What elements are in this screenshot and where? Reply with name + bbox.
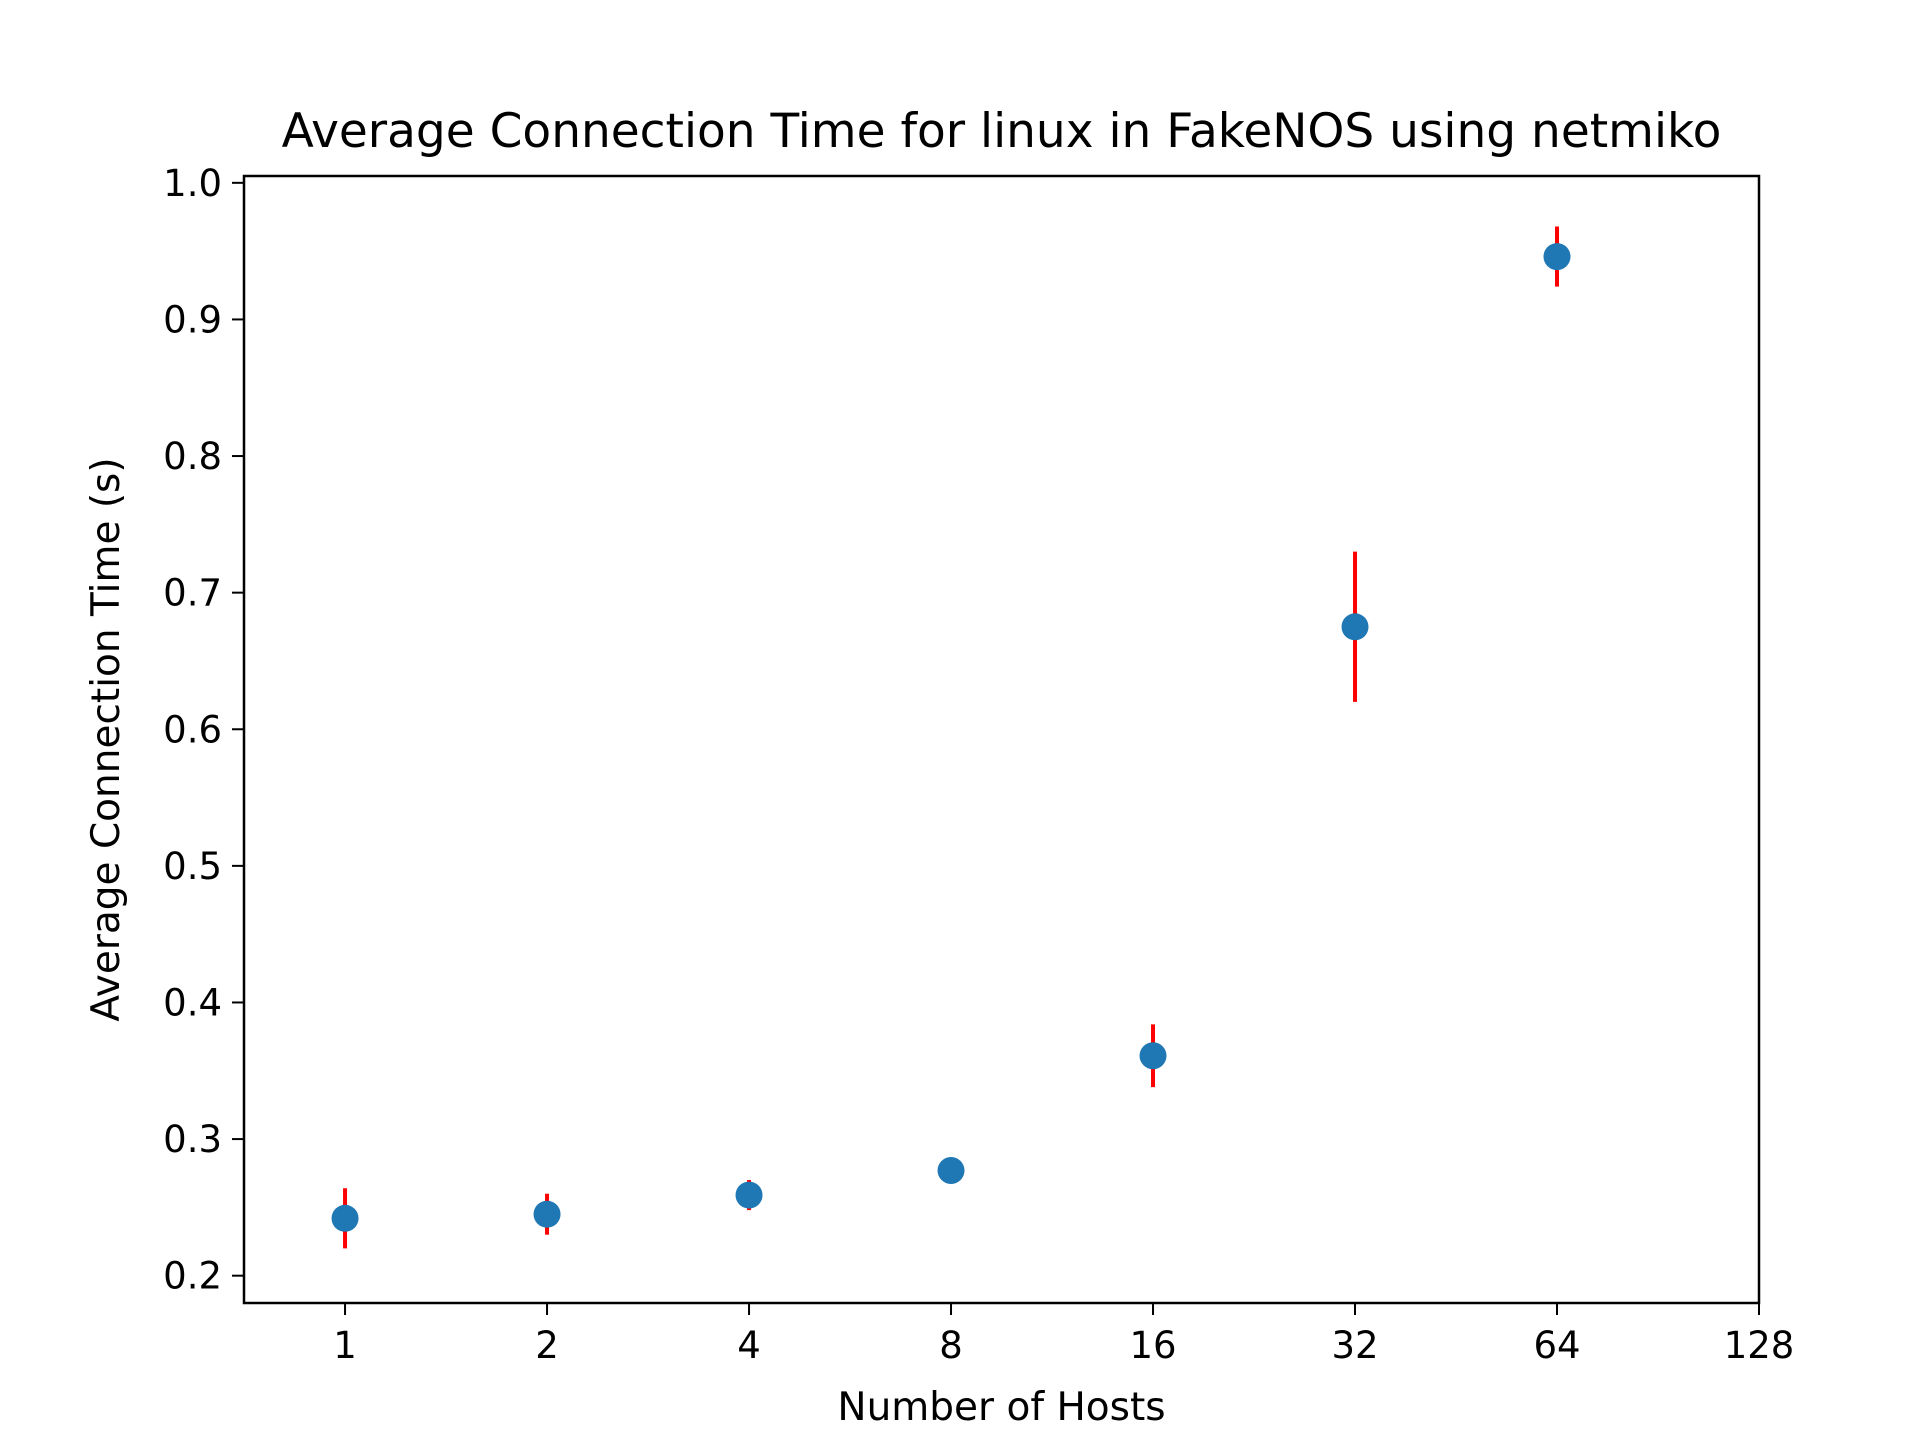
plot-frame xyxy=(242,174,1761,1305)
data-points xyxy=(331,243,1571,1232)
data-point xyxy=(735,1181,763,1209)
data-point xyxy=(533,1200,561,1228)
x-tick-label: 16 xyxy=(1129,1324,1176,1367)
x-tick-label: 32 xyxy=(1331,1324,1378,1367)
y-tick-label: 0.3 xyxy=(163,1118,222,1161)
x-axis-ticks: 1 2 4 8 16 32 64 128 xyxy=(333,1303,1794,1367)
y-axis-label: Average Connection Time (s) xyxy=(84,457,129,1021)
x-axis-label: Number of Hosts xyxy=(837,1385,1165,1430)
data-point xyxy=(937,1156,965,1184)
y-tick-label: 0.4 xyxy=(163,981,222,1024)
x-tick-label: 4 xyxy=(737,1324,761,1367)
y-tick-label: 0.7 xyxy=(163,572,222,615)
y-tick-label: 0.8 xyxy=(163,435,222,478)
data-point xyxy=(1341,613,1369,641)
y-axis-ticks: 0.2 0.3 0.4 0.5 0.6 0.7 0.8 0.9 1.0 xyxy=(163,162,244,1298)
x-tick-label: 1 xyxy=(333,1324,357,1367)
data-point xyxy=(331,1204,359,1232)
y-tick-label: 0.2 xyxy=(163,1255,222,1298)
data-point xyxy=(1543,243,1571,271)
x-tick-label: 2 xyxy=(535,1324,559,1367)
y-tick-label: 0.6 xyxy=(163,708,222,751)
data-point xyxy=(1139,1042,1167,1070)
x-tick-label: 128 xyxy=(1724,1324,1795,1367)
y-tick-label: 1.0 xyxy=(163,162,222,205)
y-tick-label: 0.9 xyxy=(163,298,222,341)
x-tick-label: 8 xyxy=(939,1324,963,1367)
y-tick-label: 0.5 xyxy=(163,845,222,888)
chart-title: Average Connection Time for linux in Fak… xyxy=(282,104,1722,159)
x-tick-label: 64 xyxy=(1533,1324,1580,1367)
